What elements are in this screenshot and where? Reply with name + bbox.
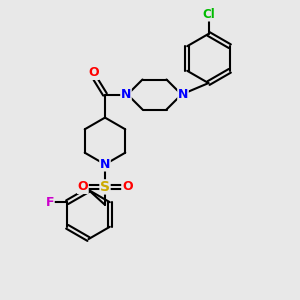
Text: O: O [88,66,99,80]
Text: N: N [100,158,110,171]
Text: F: F [46,196,54,209]
Text: O: O [77,180,88,194]
Text: O: O [122,180,133,194]
Text: N: N [178,88,188,101]
Text: S: S [100,180,110,194]
Text: N: N [121,88,131,101]
Text: Cl: Cl [202,8,215,21]
